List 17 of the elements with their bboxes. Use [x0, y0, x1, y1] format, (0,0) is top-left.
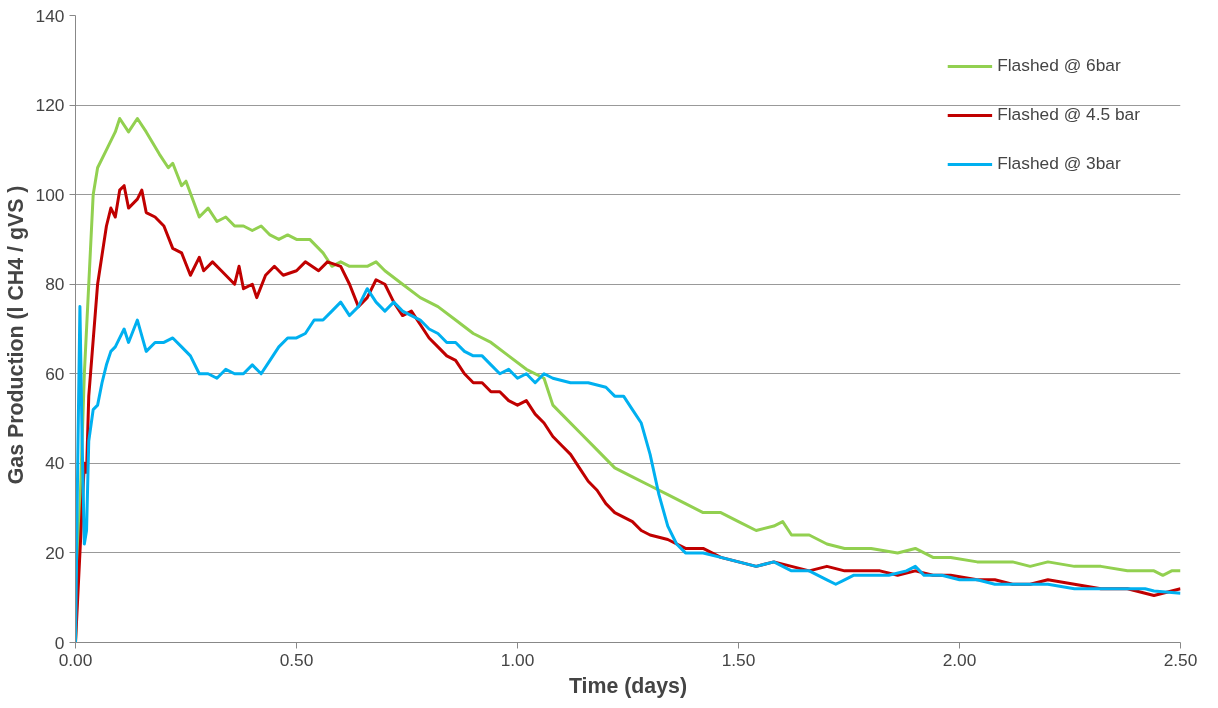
legend-label: Flashed @ 4.5 bar — [997, 104, 1140, 125]
x-tick-label: 1.50 — [721, 649, 756, 670]
y-tick-label: 100 — [35, 184, 65, 205]
legend-label: Flashed @ 3bar — [997, 153, 1121, 174]
y-tick-label: 40 — [45, 453, 65, 474]
x-axis-title: Time (days) — [568, 673, 688, 698]
y-tick-label: 20 — [45, 542, 65, 563]
y-axis-title: Gas Production (l CH4 / gVS ) — [3, 185, 28, 485]
x-tick-label: 2.50 — [1163, 649, 1198, 670]
y-tick-label: 80 — [45, 274, 65, 295]
x-tick-label: 0.50 — [279, 649, 314, 670]
y-tick-label: 120 — [35, 95, 65, 116]
x-tick-label: 1.00 — [500, 649, 535, 670]
y-tick-label: 60 — [45, 363, 65, 384]
y-tick-label: 140 — [35, 5, 65, 26]
x-tick-label: 2.00 — [942, 649, 977, 670]
legend-label: Flashed @ 6bar — [997, 55, 1121, 76]
